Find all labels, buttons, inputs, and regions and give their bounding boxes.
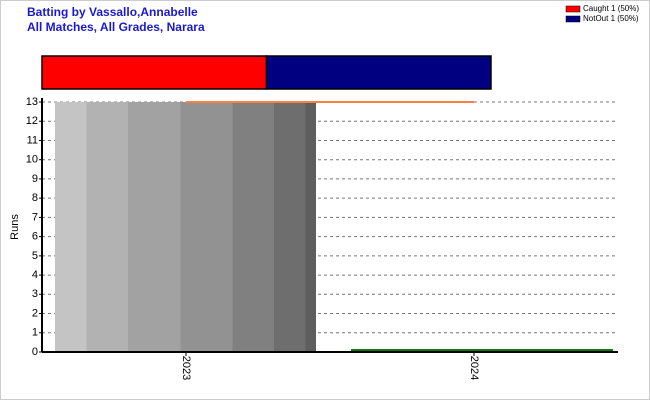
x-tick-label: 2024 — [468, 356, 480, 380]
y-tick-label: 9 — [32, 173, 38, 185]
legend-swatch — [565, 15, 581, 23]
y-tick-label: 5 — [32, 250, 38, 262]
y-axis-label: Runs — [9, 214, 21, 240]
y-tick-label: 10 — [26, 154, 38, 166]
bar — [55, 102, 316, 352]
y-tick-label: 4 — [32, 269, 38, 281]
partition-segment — [41, 55, 268, 90]
y-tick-label: 8 — [32, 192, 38, 204]
bar — [351, 349, 613, 352]
y-tick-label: 7 — [32, 211, 38, 223]
y-tick-label: 13 — [26, 96, 38, 108]
y-tick-label: 12 — [26, 115, 38, 127]
chart-title: Batting by Vassallo,Annabelle — [27, 5, 198, 19]
y-tick-label: 1 — [32, 327, 38, 339]
y-tick-label: 3 — [32, 288, 38, 300]
y-tick-label: 2 — [32, 307, 38, 319]
x-tick-label: 2023 — [180, 356, 192, 380]
y-tick-label: 6 — [32, 231, 38, 243]
legend-swatch — [565, 5, 581, 13]
y-tick-label: 11 — [27, 134, 38, 146]
legend-label: NotOut 1 (50%) — [583, 14, 639, 23]
partition-segment — [265, 55, 492, 90]
legend-label: Caught 1 (50%) — [583, 4, 639, 13]
y-tick-label: 0 — [32, 346, 38, 358]
chart-subtitle: All Matches, All Grades, Narara — [27, 20, 205, 34]
